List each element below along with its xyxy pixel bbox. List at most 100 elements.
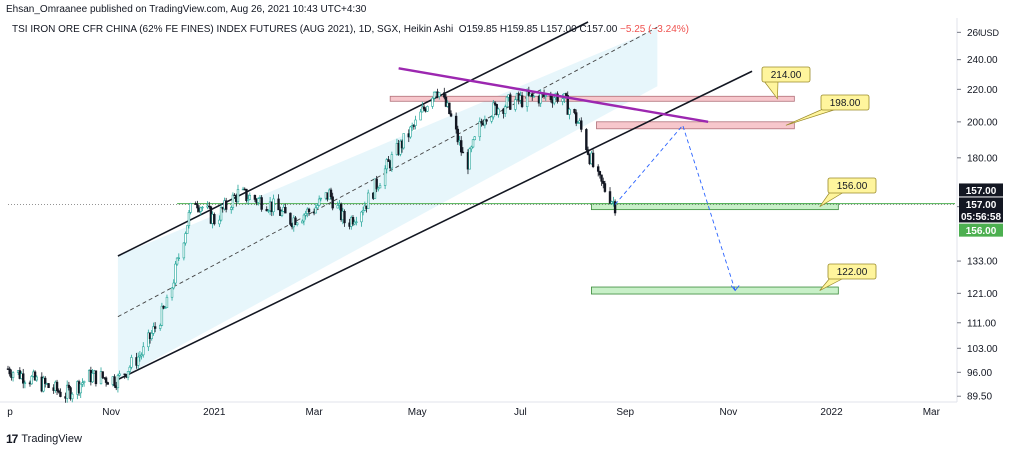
candle-body [520, 95, 524, 107]
candle-body [79, 383, 82, 394]
candle-body [245, 188, 248, 201]
candle-body [585, 129, 588, 151]
candle-body [343, 211, 346, 224]
ohlc-low: L157.00 [540, 24, 577, 35]
price-tick-label: 89.50 [967, 392, 992, 403]
time-tick-label: p [7, 407, 13, 418]
candle-body [189, 203, 192, 213]
candle-body [126, 371, 130, 378]
level-callout-label: 122.00 [837, 267, 868, 278]
price-tick-label: 220.00 [967, 85, 998, 96]
price-tick-label: 180.00 [967, 153, 998, 164]
level-callout-label: 214.00 [771, 70, 802, 81]
candle-body [30, 376, 33, 385]
candle-body [514, 99, 517, 110]
tradingview-logo[interactable]: 17 TradingView [6, 432, 82, 446]
price-tick-label: 103.00 [967, 344, 998, 355]
ohlc-change: −5.25 (−3.24%) [620, 24, 689, 35]
candle-body [419, 111, 422, 121]
candle-body [140, 354, 143, 357]
candle-body [35, 376, 38, 381]
candle-body [118, 373, 121, 376]
candle-body [175, 257, 179, 265]
candle-body [471, 139, 475, 148]
candle-body [277, 198, 280, 211]
candle-body [383, 168, 387, 186]
candle-body [219, 207, 223, 221]
ohlc-open: O159.85 [458, 24, 498, 35]
candle-body [485, 119, 488, 122]
candle-body [42, 377, 45, 392]
candle-body [231, 194, 235, 208]
candle-body [152, 326, 155, 334]
candle-body [8, 368, 11, 375]
candle-body [505, 96, 509, 107]
candle-body [177, 257, 180, 260]
candle-body [317, 198, 321, 206]
candle-body [431, 97, 434, 107]
candle-body [549, 95, 553, 101]
time-tick-label: Nov [102, 407, 120, 418]
candle-body [113, 376, 116, 387]
projection-path [614, 124, 736, 291]
time-tick-label: 2022 [820, 407, 843, 418]
candle-body [580, 120, 583, 130]
candle-body [426, 106, 429, 112]
candle-body [137, 356, 140, 366]
candle-body [160, 305, 164, 326]
candle-body [402, 133, 405, 149]
level-callout [827, 177, 877, 194]
bar-countdown-badge: 05:56:58 [961, 212, 1001, 223]
candle-body [22, 373, 25, 384]
price-tick-label: 133.00 [967, 257, 998, 268]
time-tick-label: May [408, 407, 427, 418]
candle-body [67, 384, 71, 388]
time-tick-label: 2021 [203, 407, 226, 418]
candle-body [478, 121, 482, 138]
candle-body [55, 381, 59, 391]
channel-mid-line [117, 26, 658, 318]
candle-body [360, 211, 363, 223]
candle-body [153, 326, 157, 329]
candle-body [468, 148, 471, 170]
candle-body [314, 207, 317, 214]
last-price-badge-bg [959, 183, 1003, 197]
candle-body [390, 154, 394, 169]
candle-body [600, 174, 603, 182]
candle-body [539, 93, 542, 104]
candle-body [208, 205, 211, 208]
close-price-badge: 157.00 [966, 200, 997, 211]
symbol-name[interactable]: TSI IRON ORE CFR CHINA (62% FE FINES) IN… [12, 24, 454, 35]
time-tick-label: Mar [923, 407, 941, 418]
candle-body [509, 94, 512, 110]
candle-body [174, 263, 177, 284]
candle-body [573, 108, 576, 113]
level-callout-label: 156.00 [837, 181, 868, 192]
candle-body [596, 166, 600, 172]
candle-body [414, 119, 417, 126]
price-tick-label: 200.00 [967, 117, 998, 128]
candle-body [460, 140, 463, 153]
tradingview-mark-icon: 17 [6, 432, 18, 446]
candle-body [490, 116, 493, 122]
candle-body [602, 181, 605, 184]
callout-pointer [785, 108, 838, 126]
publisher-line: Ehsan_Omraanee published on TradingView.… [6, 4, 367, 15]
candle-body [576, 122, 580, 124]
candle-body [138, 355, 142, 358]
projection-arrow [730, 285, 740, 292]
candle-body [503, 106, 507, 114]
symbol-legend: TSI IRON ORE CFR CHINA (62% FE FINES) IN… [12, 24, 689, 35]
candle-body [186, 225, 189, 234]
candle-body [182, 242, 186, 259]
currency-label[interactable]: USD [980, 28, 1000, 38]
trend-line [398, 67, 709, 124]
candle-body [556, 93, 559, 102]
candle-body [422, 106, 426, 110]
candle-body [336, 205, 339, 209]
level-callout [820, 94, 870, 111]
time-tick-label: Sep [616, 407, 634, 418]
candle-body [586, 149, 590, 155]
candle-body [497, 108, 500, 115]
